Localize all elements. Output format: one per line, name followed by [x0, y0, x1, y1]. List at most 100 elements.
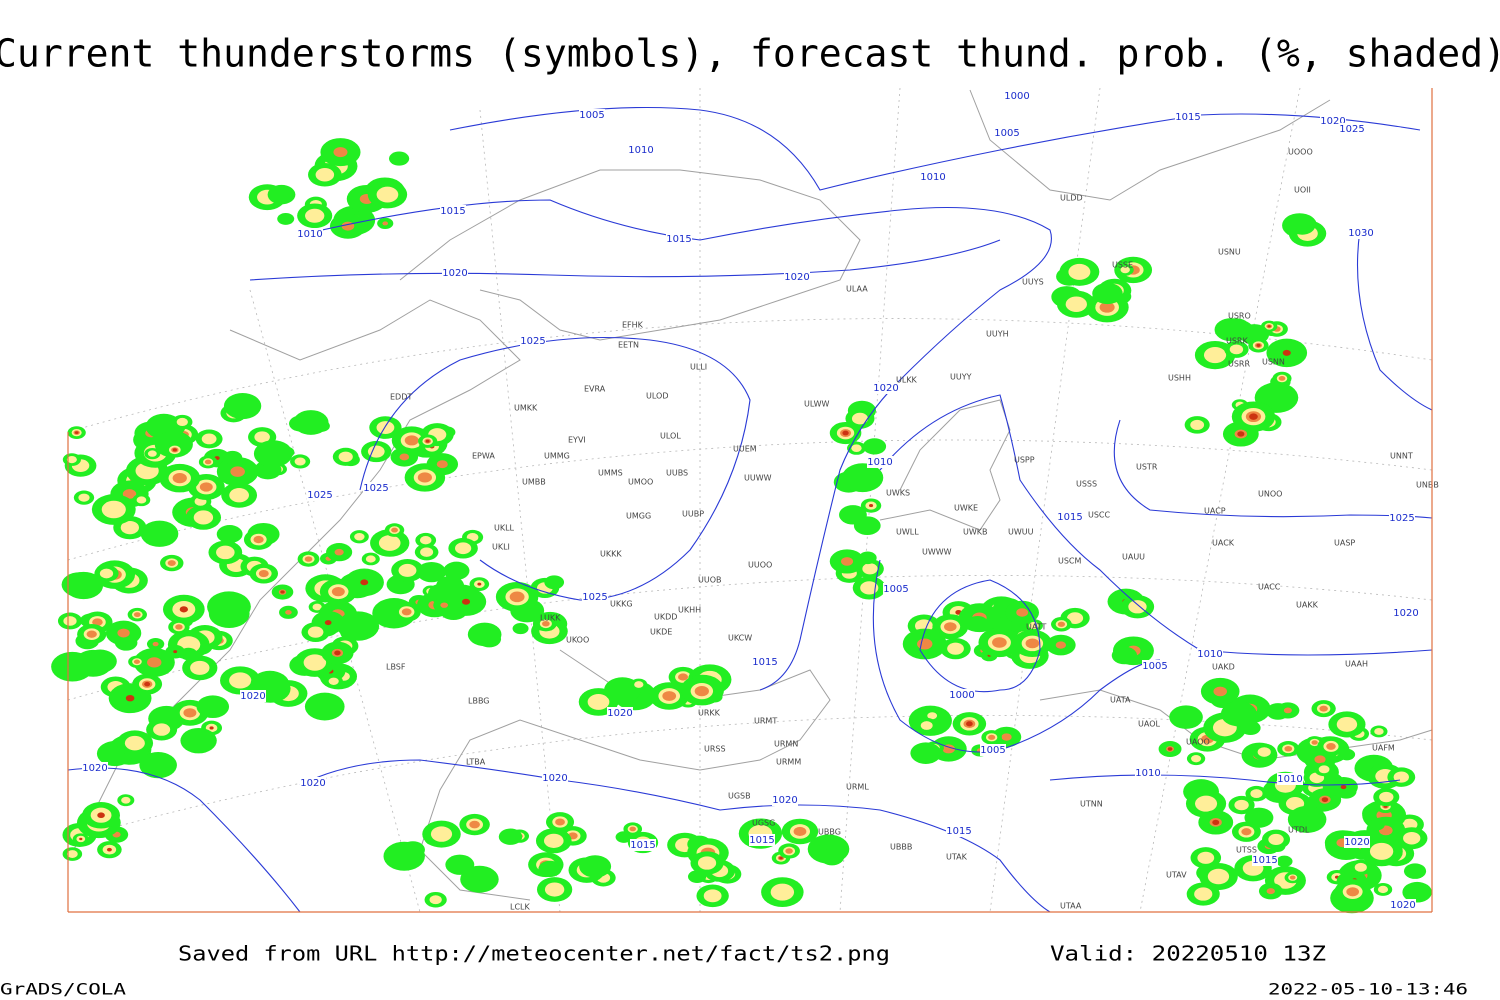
prob-area: [785, 848, 793, 854]
prob-area: [391, 527, 398, 533]
prob-area: [1055, 641, 1067, 649]
station-label: ULWW: [804, 400, 829, 409]
prob-area: [304, 556, 313, 562]
footer-credit: GrADS/COLA: [0, 980, 126, 999]
station-label: USRK: [1226, 337, 1248, 346]
prob-area: [99, 568, 114, 579]
isobar-label-bg: [749, 834, 775, 846]
station-label: UTSS: [1236, 846, 1257, 855]
station-label: USSE: [1112, 261, 1133, 270]
prob-area: [1374, 728, 1384, 735]
footer-timestamp: 2022-05-10-13:46: [1268, 980, 1468, 999]
prob-area: [425, 439, 430, 443]
station-label: UKDD: [654, 613, 677, 622]
prob-area: [404, 435, 419, 446]
prob-area: [331, 587, 345, 597]
station-label: USNU: [1218, 248, 1241, 257]
isobar-label: 1000: [1004, 91, 1029, 102]
prob-area: [307, 626, 324, 638]
prob-area: [966, 721, 973, 727]
prob-area: [293, 410, 329, 435]
prob-area: [92, 618, 103, 626]
station-label: USPP: [1014, 456, 1035, 465]
coastline: [399, 169, 861, 341]
station-label: LCLK: [510, 903, 531, 912]
prob-area: [793, 826, 807, 837]
station-label: UACK: [1212, 539, 1235, 548]
prob-area: [662, 691, 677, 701]
station-label: UKOO: [566, 636, 589, 645]
prob-area: [1340, 784, 1347, 790]
station-label: UUYS: [1022, 278, 1044, 287]
prob-area: [1167, 747, 1173, 751]
isobar-label-bg: [1135, 767, 1161, 779]
prob-area: [354, 532, 365, 541]
prob-area: [1338, 748, 1356, 761]
station-label: ULOD: [646, 392, 668, 401]
station-label: UAAH: [1345, 660, 1368, 669]
prob-area: [1191, 755, 1202, 763]
station-label: LTBA: [466, 758, 486, 767]
prob-area: [140, 520, 179, 547]
station-label: UMMG: [544, 452, 570, 461]
isobar: [67, 759, 1051, 913]
station-label: EETN: [618, 341, 639, 350]
station-label: ULAA: [846, 285, 868, 294]
prob-area: [172, 448, 177, 452]
prob-area: [988, 734, 996, 740]
isobar-label: 1010: [920, 172, 945, 183]
prob-area: [853, 516, 881, 536]
prob-area: [538, 860, 562, 878]
prob-area: [1256, 343, 1261, 347]
station-label: UAKK: [1296, 601, 1319, 610]
isobar-label: 1015: [1175, 112, 1200, 123]
prob-area: [199, 482, 213, 492]
prob-area: [477, 582, 482, 586]
prob-area: [694, 686, 709, 697]
prob-area: [697, 856, 717, 870]
isobar-label: 1005: [994, 128, 1019, 139]
prob-area: [303, 654, 327, 671]
isobar: [1049, 774, 1401, 786]
prob-area: [294, 457, 306, 466]
prob-area: [544, 575, 565, 590]
station-label: LUKK: [540, 614, 561, 623]
isobar-label: 1020: [1320, 116, 1345, 127]
prob-area: [851, 444, 862, 452]
prob-area: [334, 548, 344, 556]
station-label: LBBG: [468, 697, 490, 706]
station-label: USSS: [1076, 480, 1097, 489]
prob-area: [820, 848, 845, 866]
station-label: UMGG: [626, 512, 651, 521]
prob-area: [579, 855, 612, 878]
prob-area: [86, 630, 97, 638]
station-label: EDDT: [390, 393, 412, 402]
prob-area: [315, 168, 335, 182]
prob-area: [498, 828, 523, 845]
map-frame: [68, 88, 1432, 912]
prob-area: [543, 833, 564, 848]
isobar-label: 1020: [772, 795, 797, 806]
station-label: UWLL: [896, 528, 919, 537]
prob-area: [417, 472, 432, 483]
prob-area: [1311, 740, 1318, 745]
prob-area: [1194, 887, 1213, 901]
station-label: UKLI: [492, 543, 510, 552]
isobar-label: 1020: [607, 708, 632, 719]
prob-area: [207, 591, 251, 623]
graticule: [67, 87, 1433, 913]
prob-area: [399, 453, 410, 461]
prob-area: [365, 555, 376, 563]
prob-area: [223, 392, 262, 420]
prob-area: [97, 812, 105, 819]
prob-area: [376, 186, 399, 203]
prob-area: [1111, 646, 1138, 665]
isobar-label: 1025: [1389, 513, 1414, 524]
prob-area: [209, 726, 214, 730]
prob-area: [858, 551, 877, 565]
isobar-label-bg: [784, 271, 810, 283]
prob-area: [1289, 875, 1296, 880]
isobar-label: 1005: [1142, 661, 1167, 672]
prob-area: [1234, 799, 1249, 811]
